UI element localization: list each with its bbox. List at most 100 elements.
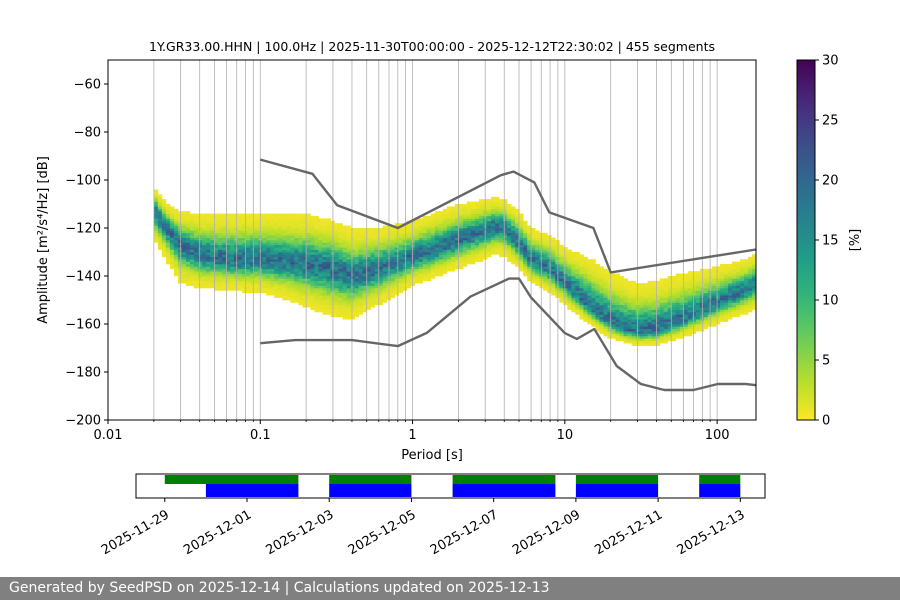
psd-cell: [222, 254, 227, 258]
psd-cell: [290, 237, 295, 241]
psd-cell: [595, 316, 600, 320]
psd-cell: [326, 280, 331, 284]
psd-cell: [230, 249, 235, 253]
psd-cell: [507, 220, 512, 224]
psd-cell: [591, 273, 596, 277]
colorbar-tick-label: 20: [822, 174, 839, 189]
psd-cell: [270, 290, 275, 294]
psd-cell: [671, 280, 677, 284]
psd-cell: [491, 216, 496, 219]
psd-cell: [406, 237, 412, 241]
psd-cell: [177, 240, 183, 243]
psd-cell: [370, 297, 376, 301]
psd-cell: [723, 304, 729, 308]
psd-cell: [302, 223, 307, 226]
psd-cell: [426, 264, 432, 267]
psd-cell: [314, 256, 319, 260]
psd-cell: [659, 288, 665, 291]
psd-cell: [382, 237, 388, 241]
psd-cell: [210, 256, 215, 260]
psd-cell: [418, 264, 424, 267]
psd-cell: [254, 278, 259, 282]
psd-cell: [366, 273, 372, 277]
psd-cell: [326, 252, 331, 255]
psd-cell: [326, 237, 331, 241]
psd-cell: [410, 259, 416, 262]
psd-cell: [230, 256, 235, 260]
psd-cell: [326, 256, 331, 260]
psd-cell: [370, 304, 376, 308]
psd-cell: [246, 240, 251, 243]
psd-cell: [511, 208, 516, 212]
psd-cell: [414, 240, 420, 243]
psd-cell: [567, 292, 572, 296]
psd-cell: [354, 314, 359, 318]
psd-cell: [675, 314, 681, 318]
psd-cell: [687, 307, 693, 310]
psd-cell: [270, 216, 275, 219]
psd-cell: [547, 242, 552, 246]
psd-cell: [691, 314, 697, 318]
psd-cell: [563, 292, 568, 296]
psd-cell: [583, 304, 588, 308]
psd-cell: [442, 213, 448, 217]
psd-cell: [206, 261, 211, 265]
psd-cell: [659, 331, 665, 334]
psd-cell: [743, 261, 749, 265]
psd-cell: [643, 300, 649, 303]
psd-cell: [751, 276, 757, 279]
psd-cell: [173, 223, 179, 226]
psd-cell: [298, 225, 303, 229]
psd-cell: [282, 295, 287, 298]
psd-cell: [157, 218, 163, 222]
psd-cell: [474, 218, 480, 222]
psd-cell: [302, 249, 307, 253]
psd-cell: [551, 242, 556, 246]
psd-cell: [390, 273, 396, 277]
psd-cell: [735, 273, 741, 277]
psd-cell: [282, 228, 287, 231]
psd-cell: [571, 307, 576, 310]
psd-cell: [226, 220, 231, 224]
psd-cell: [731, 280, 737, 284]
psd-cell: [675, 300, 681, 303]
psd-cell: [466, 247, 472, 250]
psd-cell: [703, 278, 709, 282]
psd-cell: [290, 235, 295, 238]
psd-cell: [587, 312, 592, 315]
psd-cell: [527, 264, 532, 267]
psd-cell: [294, 271, 299, 274]
psd-cell: [394, 232, 400, 236]
psd-cell: [426, 216, 432, 219]
psd-cell: [470, 228, 476, 231]
psd-cell: [302, 225, 307, 229]
psd-cell: [218, 252, 223, 255]
psd-cell: [587, 319, 592, 322]
psd-cell: [611, 312, 616, 315]
psd-cell: [458, 225, 464, 229]
psd-cell: [659, 338, 665, 342]
psd-cell: [579, 271, 584, 274]
psd-cell: [334, 273, 339, 277]
psd-cell: [354, 307, 359, 310]
psd-cell: [655, 297, 661, 301]
psd-cell: [655, 343, 661, 346]
psd-cell: [185, 259, 191, 262]
psd-cell: [474, 228, 480, 231]
psd-cell: [735, 295, 741, 298]
psd-cell: [731, 273, 737, 277]
psd-cell: [643, 297, 649, 301]
psd-cell: [298, 300, 303, 303]
psd-cell: [346, 307, 351, 310]
psd-cell: [663, 290, 669, 294]
psd-cell: [563, 278, 568, 282]
psd-cell: [547, 271, 552, 274]
psd-cell: [687, 314, 693, 318]
psd-cell: [278, 261, 283, 265]
psd-cell: [711, 276, 717, 279]
psd-cell: [623, 340, 628, 344]
psd-cell: [278, 223, 283, 226]
psd-cell: [535, 240, 540, 243]
psd-cell: [446, 223, 452, 226]
psd-cell: [519, 268, 524, 272]
